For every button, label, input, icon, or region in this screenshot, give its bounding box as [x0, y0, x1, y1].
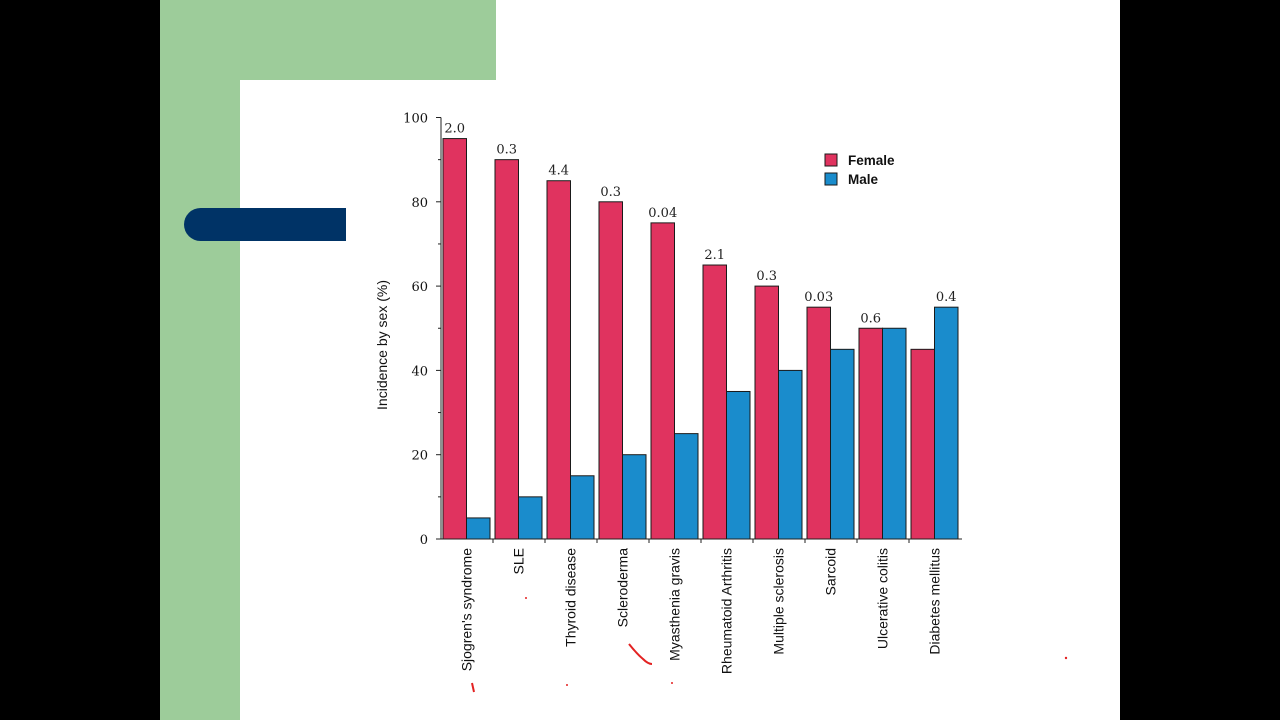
bar-male-6: [778, 369, 803, 540]
legend-label-female: Female: [848, 153, 895, 168]
legend-swatch-male: [824, 172, 838, 186]
data-label-9: 0.4: [936, 290, 957, 305]
bar-female-8: [858, 327, 883, 540]
pen-dot-4: [1064, 656, 1068, 660]
green-side-band: [160, 0, 240, 720]
bar-male-1: [518, 496, 543, 540]
category-label-7: Sarcoid: [823, 548, 839, 595]
category-label-8: Ulcerative colitis: [875, 548, 891, 649]
category-label-3: Scleroderma: [615, 548, 631, 628]
category-label-2: Thyroid disease: [563, 548, 579, 647]
category-label-1: SLE: [511, 548, 527, 574]
bar-female-4: [650, 222, 675, 540]
legend-label-male: Male: [848, 172, 879, 187]
data-label-7: 0.03: [804, 290, 833, 305]
bar-male-8: [882, 327, 907, 540]
bar-female-2: [546, 180, 571, 540]
y-tick-label-0: 0: [420, 533, 428, 548]
bar-female-6: [754, 285, 779, 540]
legend-swatch-female: [824, 153, 838, 167]
pen-mark-2: [628, 643, 653, 665]
bar-female-9: [910, 348, 935, 540]
pen-dot-3: [671, 682, 673, 684]
bar-female-5: [702, 264, 727, 540]
bar-male-3: [622, 454, 647, 540]
data-label-5: 2.1: [704, 248, 725, 263]
data-label-2: 4.4: [548, 164, 569, 179]
data-label-1: 0.3: [496, 143, 517, 158]
bar-male-5: [726, 390, 751, 540]
chart-legend: Female Male: [824, 153, 895, 187]
pen-mark-1: [471, 682, 475, 693]
bar-female-7: [806, 306, 831, 540]
data-label-0: 2.0: [444, 122, 465, 137]
chart-bars: [442, 138, 959, 540]
bar-male-0: [466, 517, 491, 540]
data-label-3: 0.3: [600, 185, 621, 200]
y-tick-label-80: 80: [411, 196, 428, 211]
slide: [160, 0, 1120, 720]
y-tick-label-40: 40: [411, 364, 428, 379]
content-card: [240, 80, 1120, 720]
bar-male-2: [570, 475, 595, 540]
pen-dot-2: [566, 684, 568, 686]
y-axis-title: Incidence by sex (%): [374, 280, 390, 410]
data-label-4: 0.04: [648, 206, 677, 221]
chart-labels: 2.0 Sjogren's syndrome 0.3 SLE 4.4 Thyroid di…: [444, 122, 956, 674]
navy-accent-tab: [184, 208, 346, 241]
category-label-6: Multiple sclerosis: [771, 548, 787, 655]
data-label-8: 0.6: [860, 311, 881, 326]
bar-male-9: [934, 306, 959, 540]
bar-female-1: [494, 159, 519, 540]
y-tick-label-60: 60: [411, 280, 428, 295]
category-label-4: Myasthenia gravis: [667, 548, 683, 661]
category-label-0: Sjogren's syndrome: [459, 548, 475, 672]
category-label-9: Diabetes mellitus: [927, 548, 943, 655]
chart-axes: 0 20 40 60 80 100 Incidence by sex (%): [374, 112, 962, 548]
bar-male-7: [830, 348, 855, 540]
y-tick-label-20: 20: [411, 449, 428, 464]
pen-dot-1: [525, 597, 527, 599]
y-tick-label-100: 100: [403, 112, 428, 127]
bar-male-4: [674, 433, 699, 540]
data-label-6: 0.3: [756, 269, 777, 284]
bar-female-3: [598, 201, 623, 540]
category-label-5: Rheumatoid Arthritis: [719, 548, 735, 674]
bar-female-0: [442, 138, 467, 540]
